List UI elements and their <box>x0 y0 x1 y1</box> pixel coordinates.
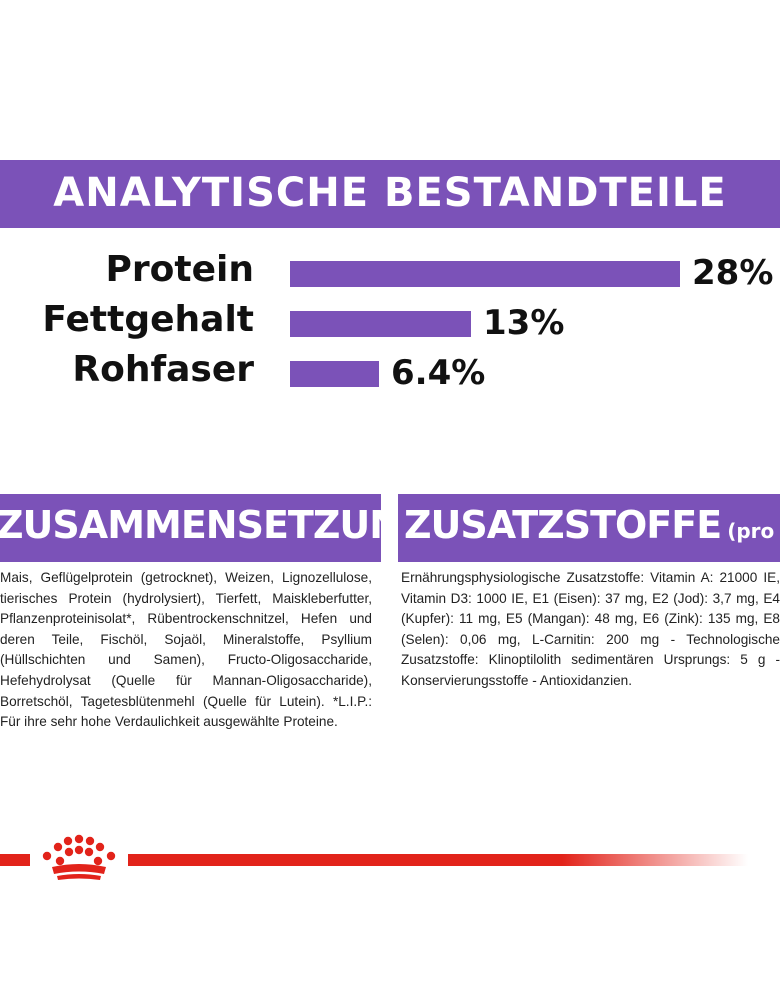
royal-canin-crown-icon <box>42 834 116 880</box>
analysis-label: Fettgehalt <box>42 299 254 340</box>
brand-line-right <box>128 854 748 866</box>
composition-title: ZUSAMMENSETZUNG <box>0 503 381 547</box>
additives-title: ZUSATZSTOFFE <box>404 503 722 547</box>
additives-title-wrap: ZUSATZSTOFFE(pro kg) <box>404 503 780 547</box>
analysis-label: Rohfaser <box>72 349 254 390</box>
analysis-value: 6.4% <box>391 353 486 393</box>
analysis-banner: ANALYTISCHE BESTANDTEILE <box>0 160 780 228</box>
analysis-value: 28% <box>692 253 774 293</box>
composition-text: Mais, Geflügelprotein (getrocknet), Weiz… <box>0 570 372 730</box>
additives-subtitle: (pro kg) <box>727 519 780 543</box>
analysis-bar <box>290 361 379 387</box>
analysis-bar <box>290 311 471 337</box>
analysis-bar <box>290 261 680 287</box>
additives-text: Ernährungsphysiologische Zusatzstoffe: V… <box>401 570 780 688</box>
brand-line-left <box>0 854 30 866</box>
analysis-label: Protein <box>105 249 254 290</box>
analysis-value: 13% <box>483 303 565 343</box>
additives-banner: ZUSATZSTOFFE(pro kg) <box>398 494 780 562</box>
analysis-title: ANALYTISCHE BESTANDTEILE <box>53 170 727 216</box>
composition-banner: ZUSAMMENSETZUNG <box>0 494 381 562</box>
